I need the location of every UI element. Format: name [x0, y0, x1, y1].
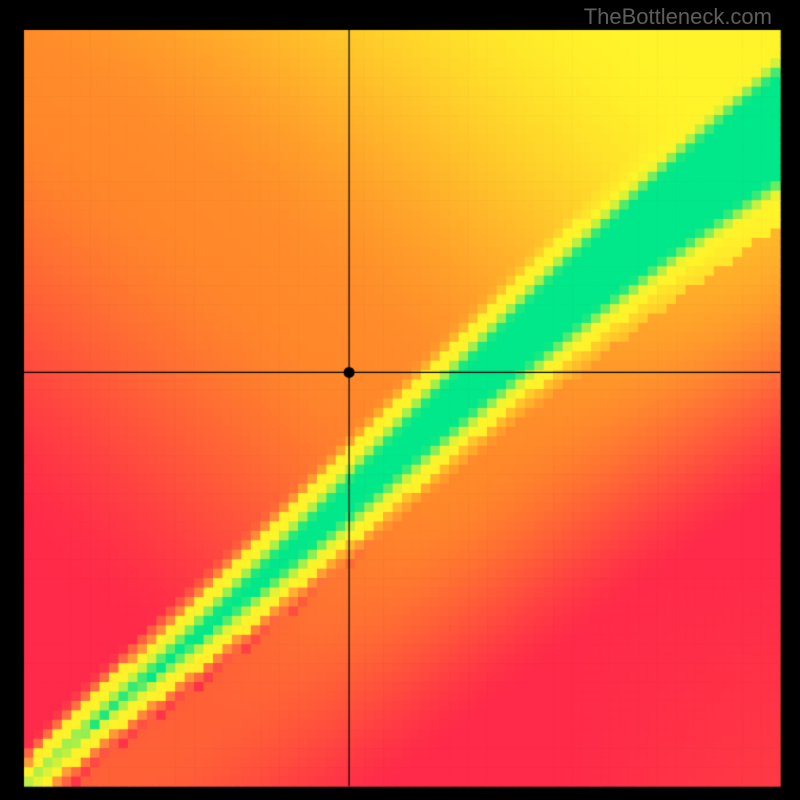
chart-container: TheBottleneck.com — [0, 0, 800, 800]
watermark-text: TheBottleneck.com — [584, 4, 772, 30]
heatmap-canvas — [0, 0, 800, 800]
